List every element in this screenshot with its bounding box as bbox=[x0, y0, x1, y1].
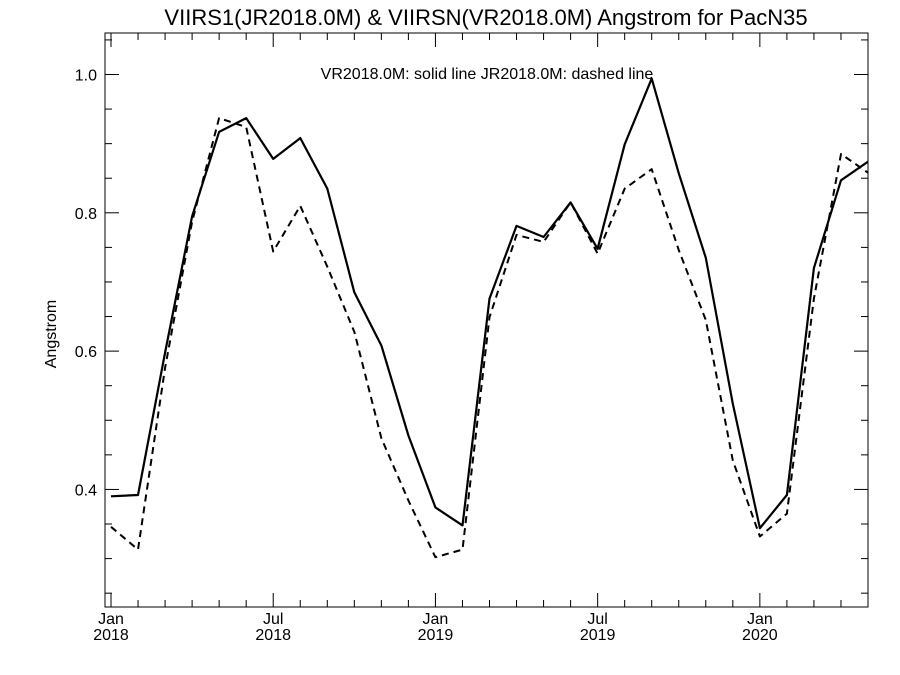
line-style-note: VR2018.0M: solid line JR2018.0M: dashed … bbox=[321, 66, 654, 83]
y-tick-label: 0.6 bbox=[75, 344, 97, 361]
x-tick-year-label: 2019 bbox=[418, 627, 454, 644]
x-tick-year-label: 2018 bbox=[255, 627, 291, 644]
y-axis-ticks: 0.4 0.6 0.8 1.0 bbox=[75, 39, 868, 594]
y-tick-label: 0.4 bbox=[75, 482, 97, 499]
plot-frame bbox=[104, 32, 869, 608]
x-tick-month-label: Jul bbox=[587, 611, 607, 628]
x-tick-year-label: 2020 bbox=[742, 627, 778, 644]
x-tick-year-label: 2019 bbox=[580, 627, 616, 644]
series-solid-line bbox=[110, 77, 868, 530]
x-tick-month-label: Jan bbox=[98, 611, 124, 628]
x-tick-month-label: Jul bbox=[263, 611, 283, 628]
x-tick-month-label: Jan bbox=[747, 611, 773, 628]
x-tick-year-label: 2018 bbox=[93, 627, 129, 644]
y-axis-label: Angstrom bbox=[43, 300, 60, 368]
y-tick-label: 1.0 bbox=[75, 67, 97, 84]
series-dashed-line bbox=[110, 117, 868, 559]
series-group bbox=[110, 77, 868, 559]
x-tick-month-label: Jan bbox=[423, 611, 449, 628]
y-tick-label: 0.8 bbox=[75, 206, 97, 223]
chart-title: VIIRS1(JR2018.0M) & VIIRSN(VR2018.0M) An… bbox=[164, 5, 807, 30]
x-axis-ticks: Jan2018Jul2018Jan2019Jul2019Jan2020Jul20… bbox=[93, 33, 869, 644]
